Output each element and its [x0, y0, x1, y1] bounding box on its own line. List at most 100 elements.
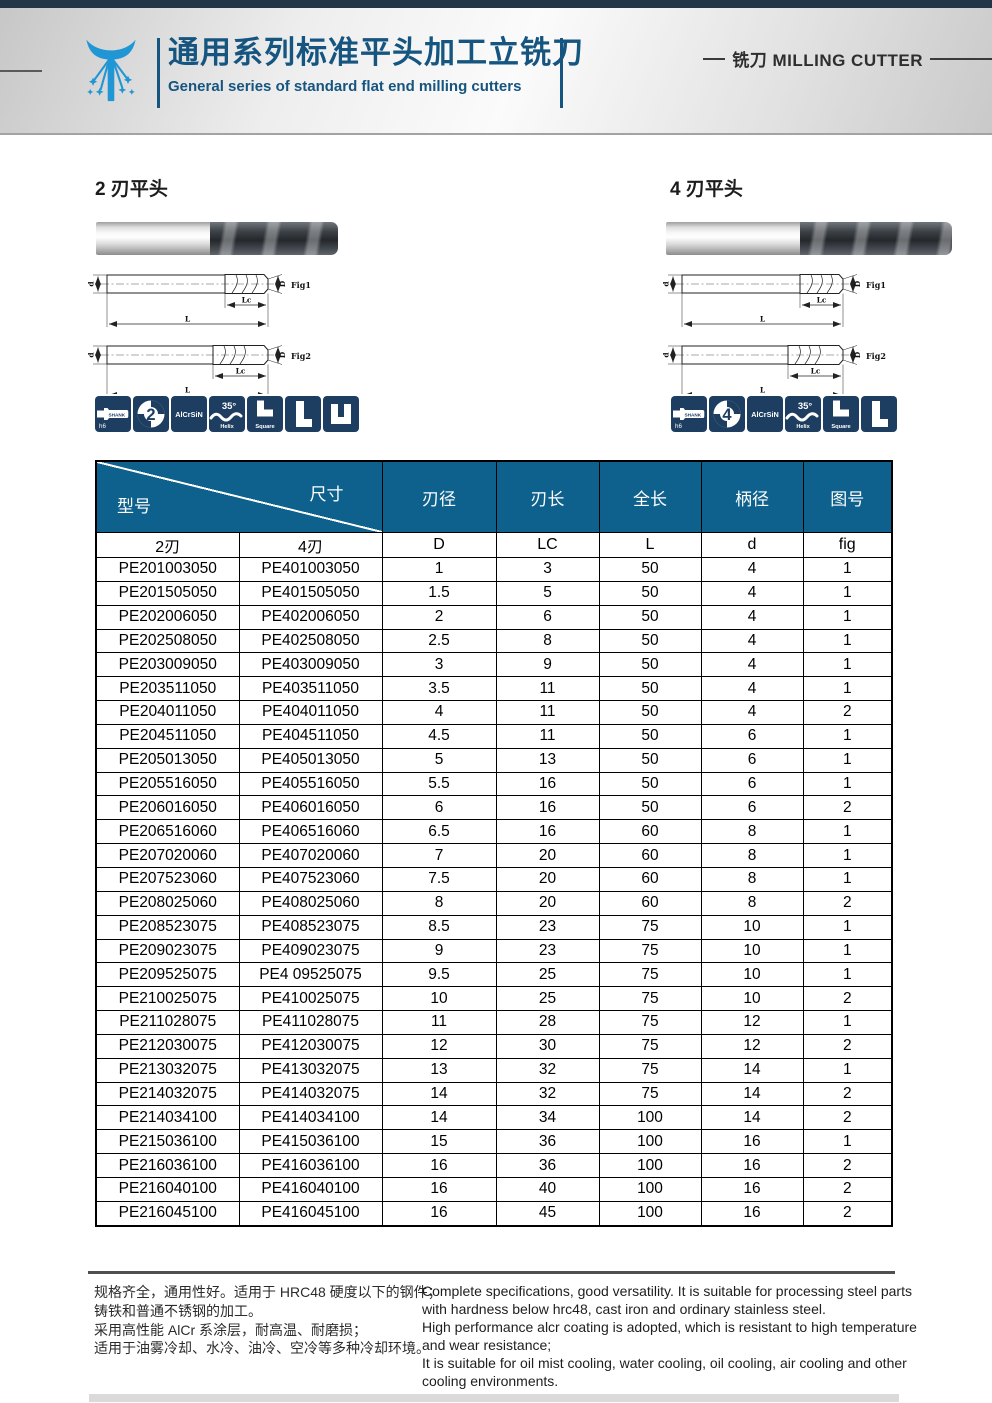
table-body: PE201003050 PE401003050 1 3 50 4 1 PE201505050 P…	[95, 557, 893, 1227]
table-cell: 14	[381, 1081, 497, 1107]
table-row: PE206016050 PE406016050 6 16 50 6 2	[95, 795, 893, 821]
table-row: PE204011050 PE404011050 4 11 50 4 2	[95, 700, 893, 725]
table-cell: 8	[700, 843, 804, 868]
table-cell: 75	[598, 938, 702, 964]
table-cell: 1	[802, 938, 893, 964]
table-cell: 3.5	[381, 676, 497, 702]
table-cell: PE416036100	[238, 1153, 383, 1178]
page-header: 通用系列标准平头加工立铣刀 General series of standard…	[0, 8, 992, 135]
table-cell: PE209023075	[95, 938, 240, 964]
table-cell: PE416045100	[238, 1200, 383, 1227]
table-row: PE204511050 PE404511050 4.5 11 50 6 1	[95, 723, 893, 749]
svg-text:35°: 35°	[222, 401, 237, 412]
svg-text:Fig1: Fig1	[866, 280, 886, 290]
subheader-l: L	[598, 532, 702, 558]
table-cell: 11	[495, 700, 600, 725]
table-cell: PE215036100	[95, 1129, 240, 1155]
table-cell: 1	[802, 652, 893, 678]
svg-text:Fig1: Fig1	[291, 280, 311, 290]
table-cell: PE401003050	[238, 557, 383, 582]
table-cell: 10	[700, 914, 804, 940]
table-cell: 16	[700, 1129, 804, 1155]
model-header-label: 型号	[117, 497, 151, 516]
table-cell: 9.5	[381, 962, 497, 988]
square-end-badge-icon: Square	[823, 396, 859, 432]
flute-count-badge-icon: 2	[133, 396, 169, 432]
footer-note-line: High performance alcr coating is adopted…	[422, 1318, 917, 1335]
table-cell: 20	[495, 890, 600, 916]
table-row: PE215036100 PE415036100 15 36 100 16 1	[95, 1129, 893, 1155]
svg-text:Square: Square	[255, 424, 274, 430]
table-cell: 50	[598, 747, 702, 773]
table-cell: 16	[700, 1153, 804, 1178]
l-block-badge-icon	[861, 396, 897, 432]
svg-text:AlCrSiN: AlCrSiN	[751, 410, 779, 419]
table-cell: PE209525075	[95, 962, 240, 988]
svg-text:SHANK: SHANK	[685, 412, 702, 417]
table-cell: 32	[495, 1081, 600, 1107]
table-cell: 1	[381, 557, 497, 582]
table-cell: 100	[598, 1129, 702, 1155]
table-cell: 60	[598, 843, 702, 868]
table-row: PE214034100 PE414034100 14 34 100 14 2	[95, 1105, 893, 1131]
spec-table: 型号 尺寸 刃径 刃长 全长 柄径 图号 2刃 4刃 D LC L d fig …	[95, 460, 893, 1227]
table-cell: 8.5	[381, 914, 497, 940]
table-row: PE202508050 PE402508050 2.5 8 50 4 1	[95, 628, 893, 654]
table-cell: 1	[802, 580, 893, 606]
table-cell: PE404011050	[238, 700, 383, 725]
table-cell: 2	[802, 700, 893, 725]
table-cell: 1	[802, 914, 893, 940]
table-cell: 16	[381, 1200, 497, 1227]
table-cell: 4	[700, 604, 804, 630]
category-label: 铣刀 MILLING CUTTER	[732, 51, 923, 70]
technical-drawing-4flute: d D Lc L Fig1 d D Lc L Fig2	[663, 270, 893, 394]
table-cell: 11	[495, 676, 600, 702]
page-title: 通用系列标准平头加工立铣刀	[168, 35, 584, 70]
table-row: PE207020060 PE407020060 7 20 60 8 1	[95, 843, 893, 868]
table-cell: PE403009050	[238, 652, 383, 678]
table-cell: 20	[495, 866, 600, 892]
table-cell: 100	[598, 1176, 702, 1202]
table-cell: 11	[495, 723, 600, 749]
table-row: PE214032075 PE414032075 14 32 75 14 2	[95, 1081, 893, 1107]
table-cell: 1	[802, 747, 893, 773]
table-cell: 14	[700, 1081, 804, 1107]
table-cell: PE204011050	[95, 700, 240, 725]
table-cell: 60	[598, 890, 702, 916]
table-cell: 1	[802, 723, 893, 749]
coating-badge-icon: AlCrSiN	[747, 396, 783, 432]
table-cell: 9	[495, 652, 600, 678]
svg-text:D: D	[278, 280, 287, 287]
table-cell: 45	[495, 1200, 600, 1227]
table-row: PE213032075 PE413032075 13 32 75 14 1	[95, 1057, 893, 1083]
table-cell: 13	[495, 747, 600, 773]
table-cell: 12	[700, 1033, 804, 1059]
table-cell: 50	[598, 557, 702, 582]
table-cell: 2	[802, 1153, 893, 1178]
table-cell: PE213032075	[95, 1057, 240, 1083]
table-cell: 16	[495, 795, 600, 821]
table-cell: 4	[700, 676, 804, 702]
table-cell: 75	[598, 1010, 702, 1035]
table-cell: PE405013050	[238, 747, 383, 773]
table-row: PE209023075 PE409023075 9 23 75 10 1	[95, 938, 893, 964]
table-header-row: 型号 尺寸 刃径 刃长 全长 柄径 图号	[95, 460, 893, 533]
table-cell: 40	[495, 1176, 600, 1202]
table-cell: 75	[598, 986, 702, 1012]
table-cell: 36	[495, 1129, 600, 1155]
section-title-2flute: 2 刃平头	[95, 179, 168, 200]
table-cell: 2	[802, 1176, 893, 1202]
svg-text:Lc: Lc	[242, 296, 252, 305]
table-cell: 1	[802, 676, 893, 702]
table-cell: 1	[802, 557, 893, 582]
subheader-fig: fig	[802, 532, 893, 558]
table-cell: 1	[802, 1057, 893, 1083]
table-cell: PE402508050	[238, 628, 383, 654]
table-cell: 14	[700, 1105, 804, 1131]
table-cell: PE414032075	[238, 1081, 383, 1107]
table-cell: 100	[598, 1105, 702, 1131]
shank-badge-icon: SHANK h6	[95, 396, 131, 432]
table-cell: 5	[381, 747, 497, 773]
table-cell: PE212030075	[95, 1033, 240, 1059]
table-cell: 6	[381, 795, 497, 821]
